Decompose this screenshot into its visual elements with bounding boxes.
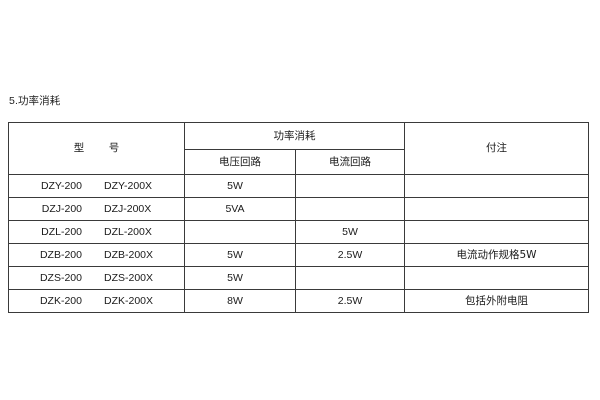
cell-model: DZS-200 DZS-200X (8, 266, 185, 290)
model-name-variant: DZB-200X (103, 248, 154, 261)
cell-model: DZY-200 DZY-200X (8, 174, 185, 198)
table-row: DZJ-200 DZJ-200X 5VA (8, 197, 589, 221)
model-name-variant: DZS-200X (103, 271, 154, 284)
table-header-row-sub: 电压回路 电流回路 (9, 149, 589, 175)
header-label-remark: 付注 (486, 142, 507, 155)
model-name-primary: DZB-200 (39, 248, 82, 261)
header-label-voltage-circuit: 电压回路 (219, 155, 261, 168)
current-value: 5W (342, 225, 358, 238)
cell-voltage-circuit: 5W (184, 174, 296, 198)
voltage-value: 5VA (225, 202, 245, 215)
table-body: DZY-200 DZY-200X 5W DZJ-200 (8, 174, 589, 313)
table-header: 型 号 功率消耗 付注 电压回路 电流回路 (8, 122, 589, 175)
cell-current-circuit (295, 197, 405, 221)
model-name-variant: DZJ-200X (104, 202, 152, 215)
remark-value: 电流动作规格5W (456, 248, 537, 261)
remark-value: 包括外附电阻 (465, 294, 528, 307)
header-cell-current-circuit: 电流回路 (295, 149, 405, 175)
cell-voltage-circuit: 5W (184, 243, 296, 267)
model-name-primary: DZY-200 (40, 179, 82, 192)
cell-remark: 包括外附电阻 (404, 289, 589, 313)
cell-voltage-circuit (184, 220, 296, 244)
model-name-primary: DZK-200 (39, 294, 82, 307)
table-header-row-top: 型 号 功率消耗 付注 (8, 122, 589, 175)
model-name-primary: DZL-200 (41, 225, 82, 238)
cell-remark (404, 220, 589, 244)
table-row: DZB-200 DZB-200X 5W 2.5W 电流动作规格5W (8, 243, 589, 267)
current-value: 2.5W (337, 248, 363, 261)
table-row: DZL-200 DZL-200X 5W (8, 220, 589, 244)
cell-model: DZL-200 DZL-200X (8, 220, 185, 244)
cell-remark (404, 266, 589, 290)
cell-voltage-circuit: 5W (184, 266, 296, 290)
table-row: DZK-200 DZK-200X 8W 2.5W 包括外附电阻 (8, 289, 589, 313)
voltage-value: 5W (227, 248, 243, 261)
header-label-current-circuit: 电流回路 (329, 155, 371, 168)
header-label-model: 型 号 (73, 142, 127, 155)
cell-current-circuit (295, 174, 405, 198)
cell-current-circuit: 5W (295, 220, 405, 244)
cell-current-circuit (295, 266, 405, 290)
cell-voltage-circuit: 5VA (184, 197, 296, 221)
cell-current-circuit: 2.5W (295, 243, 405, 267)
cell-voltage-circuit: 8W (184, 289, 296, 313)
voltage-value: 5W (227, 271, 243, 284)
model-name-variant: DZL-200X (104, 225, 152, 238)
header-cell-power-consumption: 功率消耗 (184, 122, 405, 150)
voltage-value: 5W (227, 179, 243, 192)
header-label-power-consumption: 功率消耗 (273, 129, 316, 142)
model-name-variant: DZY-200X (104, 179, 153, 192)
header-cell-remark: 付注 (404, 122, 589, 175)
cell-model: DZB-200 DZB-200X (8, 243, 185, 267)
model-name-variant: DZK-200X (103, 294, 154, 307)
header-cell-voltage-circuit: 电压回路 (184, 149, 296, 175)
cell-remark: 电流动作规格5W (404, 243, 589, 267)
table-row: DZY-200 DZY-200X 5W (8, 174, 589, 198)
voltage-value: 8W (227, 294, 243, 307)
cell-model: DZK-200 DZK-200X (8, 289, 185, 313)
cell-remark (404, 197, 589, 221)
header-cell-model: 型 号 (8, 122, 185, 175)
cell-remark (404, 174, 589, 198)
table-row: DZS-200 DZS-200X 5W (8, 266, 589, 290)
model-name-primary: DZS-200 (39, 271, 82, 284)
power-consumption-table: 型 号 功率消耗 付注 电压回路 电流回路 (8, 122, 589, 313)
current-value: 2.5W (337, 294, 363, 307)
cell-current-circuit: 2.5W (295, 289, 405, 313)
cell-model: DZJ-200 DZJ-200X (8, 197, 185, 221)
section-title: 5.功率消耗 (9, 95, 61, 107)
model-name-primary: DZJ-200 (41, 202, 82, 215)
